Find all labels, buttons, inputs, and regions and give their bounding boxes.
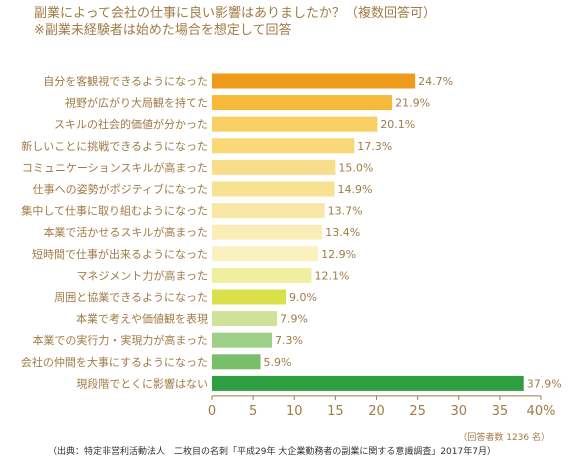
data-label: 17.3%: [357, 140, 392, 153]
data-label: 20.1%: [380, 118, 415, 131]
category-label: 自分を客観視できるようになった: [43, 74, 208, 88]
category-label: 集中して仕事に取り組むようになった: [21, 204, 208, 218]
bar: [212, 246, 319, 262]
data-label: 12.1%: [315, 269, 350, 282]
category-label: 新しいことに挑戦できるようになった: [21, 139, 208, 153]
x-tick-label: 0: [208, 404, 216, 419]
x-tick-label: 15: [327, 404, 344, 419]
x-tick-label: 30: [450, 404, 467, 419]
bar: [212, 354, 261, 370]
category-label: 視野が広がり大局観を持てた: [65, 96, 208, 110]
data-label: 24.7%: [418, 75, 453, 88]
x-tick-label: 20: [368, 404, 385, 419]
data-label: 15.0%: [338, 161, 373, 174]
category-label: 会社の仲間を大事にするようになった: [21, 355, 208, 369]
category-label: 本業で活かせるスキルが高まった: [43, 225, 208, 239]
chart-subtitle: ※副業未経験者は始めた場合を想定して回答: [34, 23, 292, 38]
data-label: 13.4%: [325, 226, 360, 239]
x-tick-label: 40%: [527, 404, 556, 419]
bar: [212, 159, 336, 175]
category-label: 本業で考えや価値観を表現: [76, 312, 208, 326]
data-label: 14.9%: [338, 183, 373, 196]
x-tick-label: 25: [409, 404, 426, 419]
data-label: 5.9%: [264, 356, 292, 369]
bar: [212, 289, 287, 305]
bar: [212, 138, 355, 154]
bar: [212, 267, 312, 283]
chart-title: 副業によって会社の仕事に良い影響はありましたか？（複数回答可）: [34, 6, 436, 21]
bar: [212, 116, 378, 132]
bar: [212, 224, 323, 240]
category-label: スキルの社会的価値が分かった: [54, 117, 208, 131]
category-label: 周囲と協業できるようになった: [54, 291, 208, 304]
category-label: 短時間で仕事が出来るようになった: [32, 247, 208, 261]
category-label: コミュニケーションスキルが高まった: [22, 160, 208, 174]
data-label: 21.9%: [395, 97, 430, 110]
data-label: 37.9%: [527, 377, 562, 390]
bar: [212, 95, 393, 111]
source-note: （出典：特定非営利活動法人 二枚目の名刺「平成29年 大企業勤務者の副業に関する…: [48, 447, 496, 457]
data-label: 7.3%: [275, 334, 303, 347]
bar: [212, 332, 273, 348]
category-label: 仕事への姿勢がポジティブになった: [33, 182, 208, 196]
bar: [212, 181, 335, 197]
bar: [212, 203, 325, 219]
category-label: マネジメント力が高まった: [76, 268, 208, 282]
data-label: 9.0%: [289, 291, 317, 304]
x-tick-label: 10: [286, 404, 303, 419]
x-tick-label: 35: [492, 404, 509, 419]
data-label: 12.9%: [321, 248, 356, 261]
category-label: 現段階でとくに影響はない: [76, 376, 208, 390]
data-label: 13.7%: [328, 205, 363, 218]
x-tick-label: 5: [249, 404, 257, 419]
bar: [212, 375, 524, 391]
respondent-count: （回答者数 1236 名）: [458, 433, 550, 443]
data-label: 7.9%: [280, 313, 308, 326]
bar: [212, 73, 416, 89]
bar: [212, 311, 277, 327]
category-label: 本業での実行力・実現力が高まった: [32, 333, 208, 347]
